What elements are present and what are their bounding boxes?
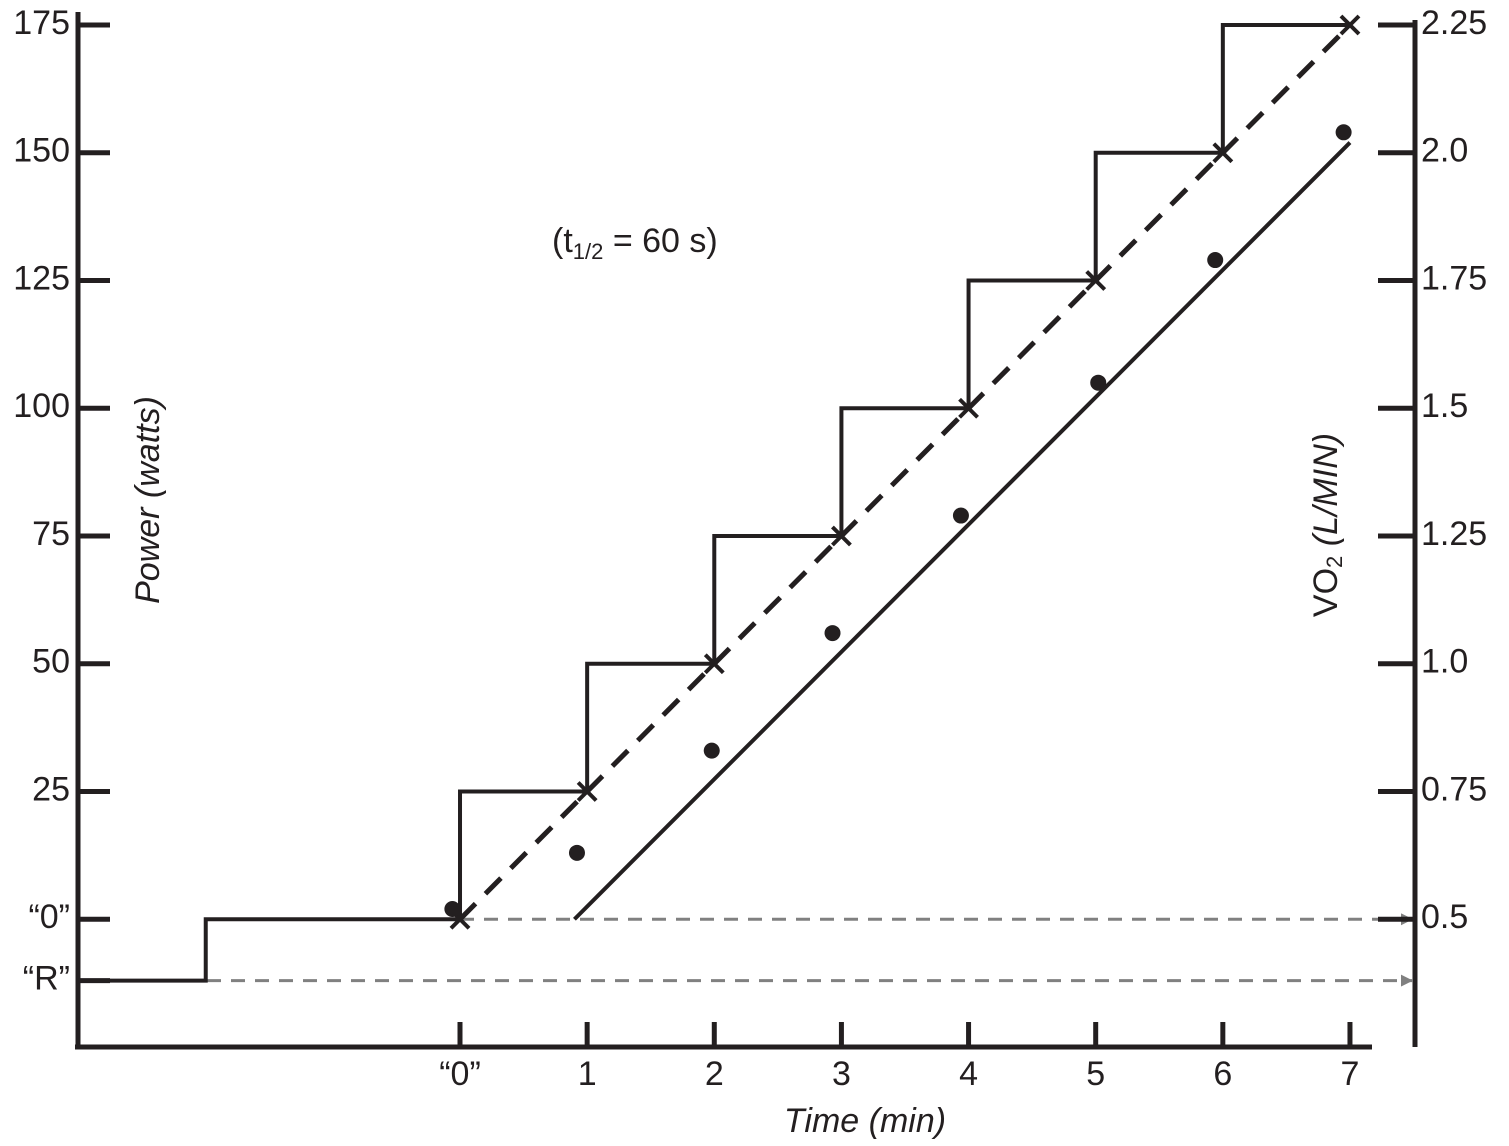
data-point <box>952 507 969 524</box>
data-point <box>1212 142 1234 164</box>
y-tick-label: 100 <box>13 387 70 425</box>
data-point <box>1090 374 1107 391</box>
y2-tick-label: 1.0 <box>1421 643 1468 681</box>
y2-tick-label: 1.5 <box>1421 387 1468 425</box>
y2-axis-label: VO2 (L/MIN) <box>1307 433 1347 617</box>
data-point <box>1085 270 1107 291</box>
y2-label-main: VO <box>1307 568 1345 617</box>
y-tick-label: 150 <box>13 132 70 170</box>
x-tick-label: 2 <box>705 1055 724 1093</box>
x-axis-label: Time (min) <box>784 1102 946 1140</box>
y-tick-label: 50 <box>32 643 70 681</box>
y-tick-label: “R” <box>23 960 70 998</box>
annotation-sub: 1/2 <box>573 239 604 264</box>
series-line <box>78 23 1350 983</box>
series-line <box>573 141 1352 921</box>
data-point <box>568 844 585 861</box>
y-tick-label: 175 <box>13 4 70 42</box>
x-tick-label: “0” <box>439 1055 481 1093</box>
x-tick-label: 5 <box>1086 1055 1105 1093</box>
y2-tick-label: 1.75 <box>1421 259 1487 297</box>
data-point <box>1207 252 1224 269</box>
annotation: (t1/2 = 60 s) <box>552 222 718 264</box>
data-point <box>958 397 979 419</box>
y-tick-label: 25 <box>32 770 70 808</box>
y2-label-sub: 2 <box>1322 556 1347 568</box>
y2-tick-label: 0.5 <box>1421 898 1468 936</box>
data-point <box>444 901 461 918</box>
annotation-rest: = 60 s) <box>603 222 717 260</box>
y2-tick-label: 2.25 <box>1421 4 1487 42</box>
annotation-main: (t <box>552 222 573 260</box>
x-tick-label: 4 <box>959 1055 978 1093</box>
data-point <box>703 742 720 759</box>
data-point <box>831 525 852 547</box>
series-line <box>458 23 1352 922</box>
y2-label-unit: (L/MIN) <box>1307 433 1345 556</box>
data-point <box>824 625 841 642</box>
data-point <box>1339 14 1361 36</box>
y-tick-label: “0” <box>28 898 70 936</box>
x-tick-label: 1 <box>578 1055 597 1093</box>
y2-tick-label: 2.0 <box>1421 132 1468 170</box>
x-tick-label: 6 <box>1213 1055 1232 1093</box>
x-tick-label: 7 <box>1341 1055 1360 1093</box>
data-point <box>703 653 725 675</box>
x-tick-label: 3 <box>832 1055 851 1093</box>
data-point <box>576 781 598 802</box>
y-axis-label: Power (watts) <box>129 396 167 604</box>
y2-tick-label: 0.75 <box>1421 770 1487 808</box>
data-point <box>1335 124 1352 141</box>
y-tick-label: 75 <box>32 515 70 553</box>
y2-tick-label: 1.25 <box>1421 515 1487 553</box>
y-tick-label: 125 <box>13 259 70 297</box>
